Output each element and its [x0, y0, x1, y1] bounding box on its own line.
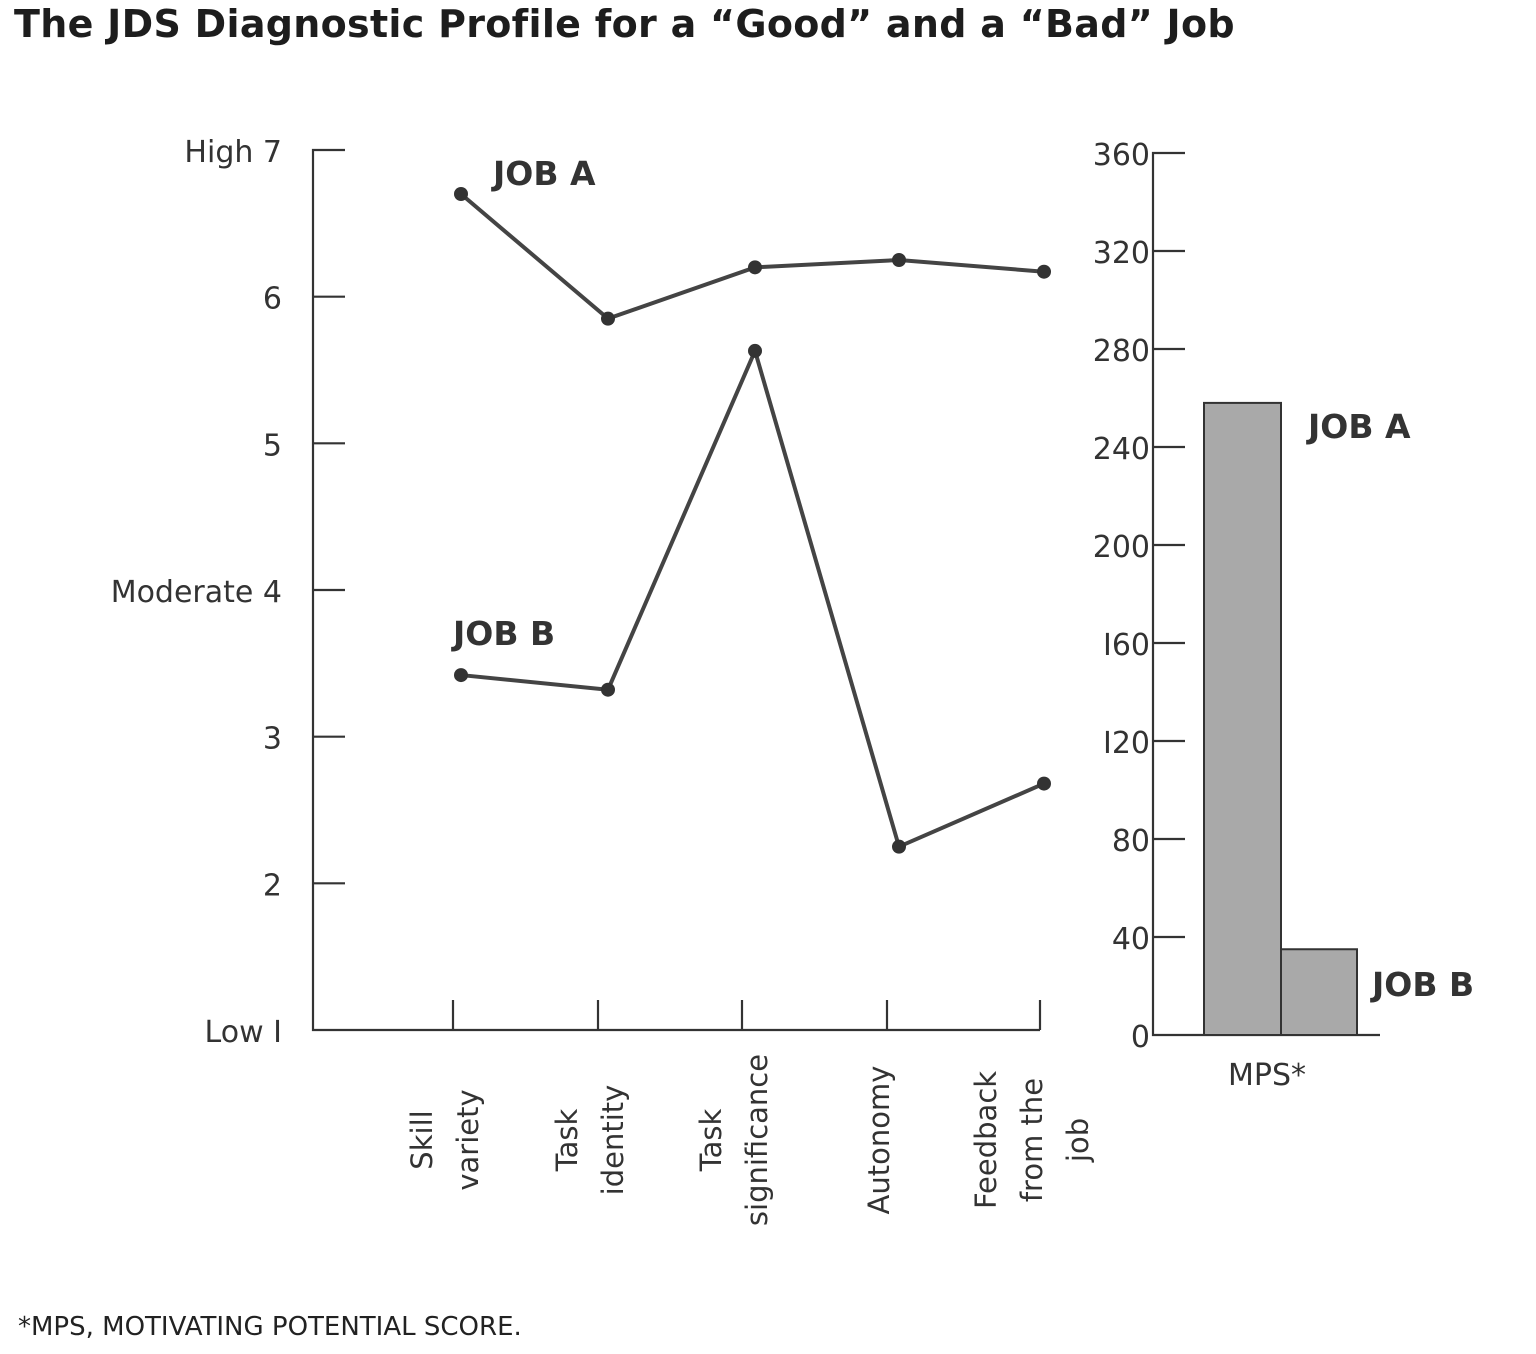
x-tick-label-line: job [1061, 1118, 1095, 1163]
y-tick-label: 5 [263, 428, 282, 463]
y-tick-label: 360 [1093, 138, 1150, 173]
bar-label-job-b: JOB B [1370, 965, 1474, 1004]
x-tick-label-line: Feedback [969, 1071, 1003, 1209]
data-point [1037, 264, 1051, 279]
x-tick-label-line: Task [694, 1109, 728, 1173]
bar-job-a [1203, 401, 1282, 1036]
series-label-job-a: JOB A [491, 154, 596, 193]
x-tick-label-line: Autonomy [862, 1066, 896, 1215]
y-tick-label: 240 [1093, 432, 1150, 467]
data-point [601, 682, 615, 697]
series-label-job-b: JOB B [451, 614, 555, 653]
x-tick-label-line: significance [740, 1054, 774, 1226]
x-tick-label: Task significance [694, 1054, 774, 1226]
x-tick-label: Autonomy [862, 1066, 896, 1215]
footnote: *MPS, MOTIVATING POTENTIAL SCORE. [18, 1312, 522, 1342]
y-tick-label: 3 [263, 722, 282, 757]
y-tick-label: Low I [205, 1015, 282, 1050]
x-tick-label-line: Skill [405, 1110, 439, 1169]
y-tick-label: 280 [1093, 334, 1150, 369]
y-tick-label: I20 [1103, 726, 1150, 761]
data-point [454, 187, 468, 201]
line-chart-axes [311, 148, 1040, 1032]
y-tick-label: 2 [263, 868, 282, 903]
x-tick-label: Skill variety [405, 1089, 485, 1190]
data-point [748, 260, 762, 275]
chart-title: The JDS Diagnostic Profile for a “Good” … [14, 2, 1235, 46]
y-tick-label: 40 [1112, 922, 1150, 957]
data-point [601, 311, 615, 326]
x-tick-label-line: variety [451, 1089, 485, 1190]
data-point [1037, 776, 1051, 791]
x-tick-label-line: identity [596, 1085, 630, 1196]
series-line-job-b [460, 345, 1045, 850]
bar-job-b [1280, 948, 1358, 1036]
x-tick-label-line: from the [1015, 1078, 1049, 1202]
y-tick-label: Moderate 4 [111, 575, 282, 610]
data-point [892, 839, 906, 854]
bar-label-job-a: JOB A [1306, 407, 1411, 446]
series-line-job-a [459, 192, 1045, 321]
y-tick-label: 6 [263, 282, 282, 317]
y-tick-label: 200 [1093, 530, 1150, 565]
x-tick-label: Task identity [550, 1085, 630, 1196]
x-tick-label-line: Task [550, 1109, 584, 1173]
data-point [454, 668, 468, 683]
y-tick-label: High 7 [184, 135, 282, 170]
data-point [892, 253, 906, 267]
y-tick-label: 0 [1131, 1020, 1150, 1055]
data-point [748, 343, 762, 358]
x-category-label: MPS* [1228, 1058, 1306, 1093]
y-tick-label: I60 [1103, 628, 1150, 663]
x-tick-label: Feedback from the job [969, 1071, 1095, 1209]
y-tick-label: 80 [1112, 824, 1150, 859]
y-tick-label: 320 [1093, 236, 1150, 271]
